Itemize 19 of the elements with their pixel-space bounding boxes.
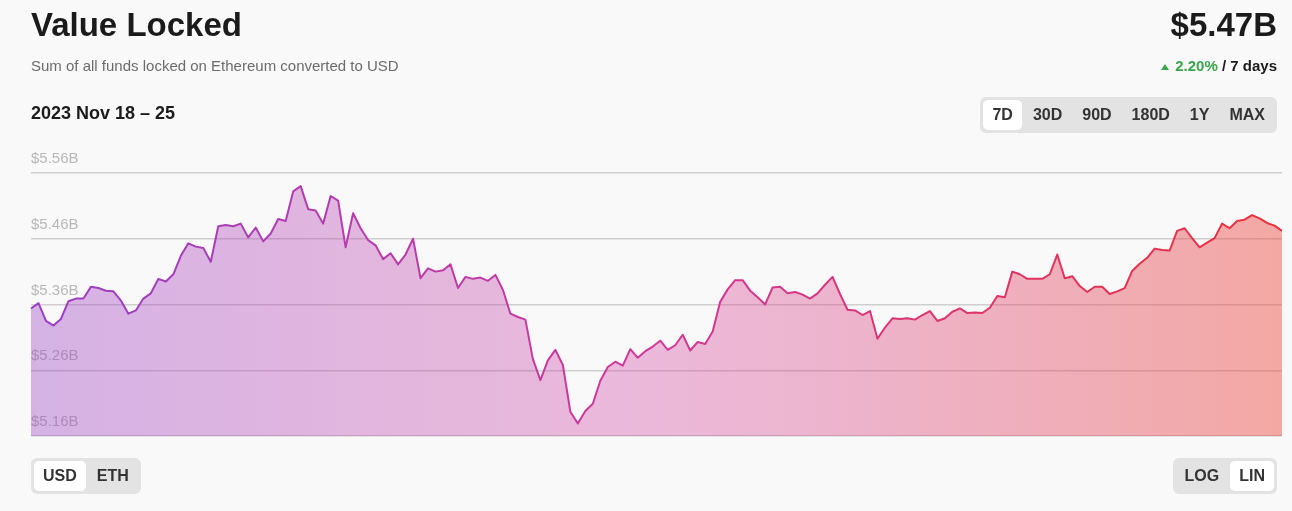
- text: 7D: [983, 100, 1022, 130]
- text: ETH: [95, 466, 130, 486]
- chart-title: Value Locked: [31, 6, 242, 44]
- text: USD: [34, 461, 86, 491]
- text: LOG: [1183, 466, 1221, 486]
- text: / 7 days: [1221, 57, 1277, 74]
- chart-subtitle: Sum of all funds locked on Ethereum converted to USD: [31, 57, 399, 74]
- text: $5.47B: [1170, 6, 1277, 44]
- text: 1Y: [1188, 105, 1211, 125]
- y-tick-label: $5.56B: [31, 149, 79, 167]
- text: 2.20%: [1175, 57, 1218, 74]
- text: 90D: [1081, 105, 1113, 125]
- text: 2023 Nov 18 – 25: [31, 103, 176, 124]
- text: 30D: [1031, 105, 1064, 125]
- text: 180D: [1130, 105, 1171, 125]
- text: LIN: [1230, 461, 1274, 491]
- y-tick-label: $5.46B: [31, 214, 79, 232]
- y-tick-label: $5.36B: [31, 280, 79, 298]
- text: MAX: [1228, 105, 1266, 125]
